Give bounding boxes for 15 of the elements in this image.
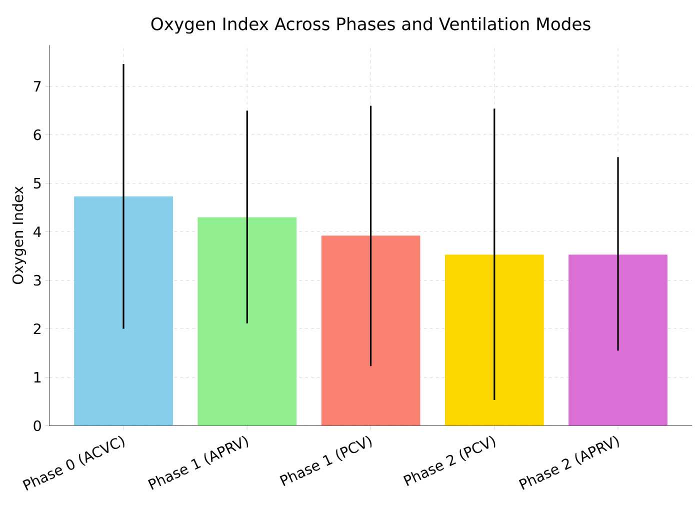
bar [444, 254, 544, 426]
y-axis-title: Oxygen Index [12, 186, 26, 284]
bar [74, 196, 173, 426]
chart-title: Oxygen Index Across Phases and Ventilation Modes [151, 17, 590, 34]
y-tick-label: 0 [34, 420, 41, 432]
y-tick-label: 4 [33, 226, 42, 237]
bar [321, 236, 420, 426]
bar [198, 217, 297, 426]
y-tick-label: 1 [34, 372, 41, 382]
y-tick-label: 6 [34, 129, 41, 140]
y-tick-label: 2 [34, 323, 40, 334]
y-tick-label: 5 [34, 178, 41, 189]
y-tick-label: 7 [34, 81, 41, 92]
bar [568, 254, 668, 426]
y-tick-label: 3 [34, 274, 41, 286]
